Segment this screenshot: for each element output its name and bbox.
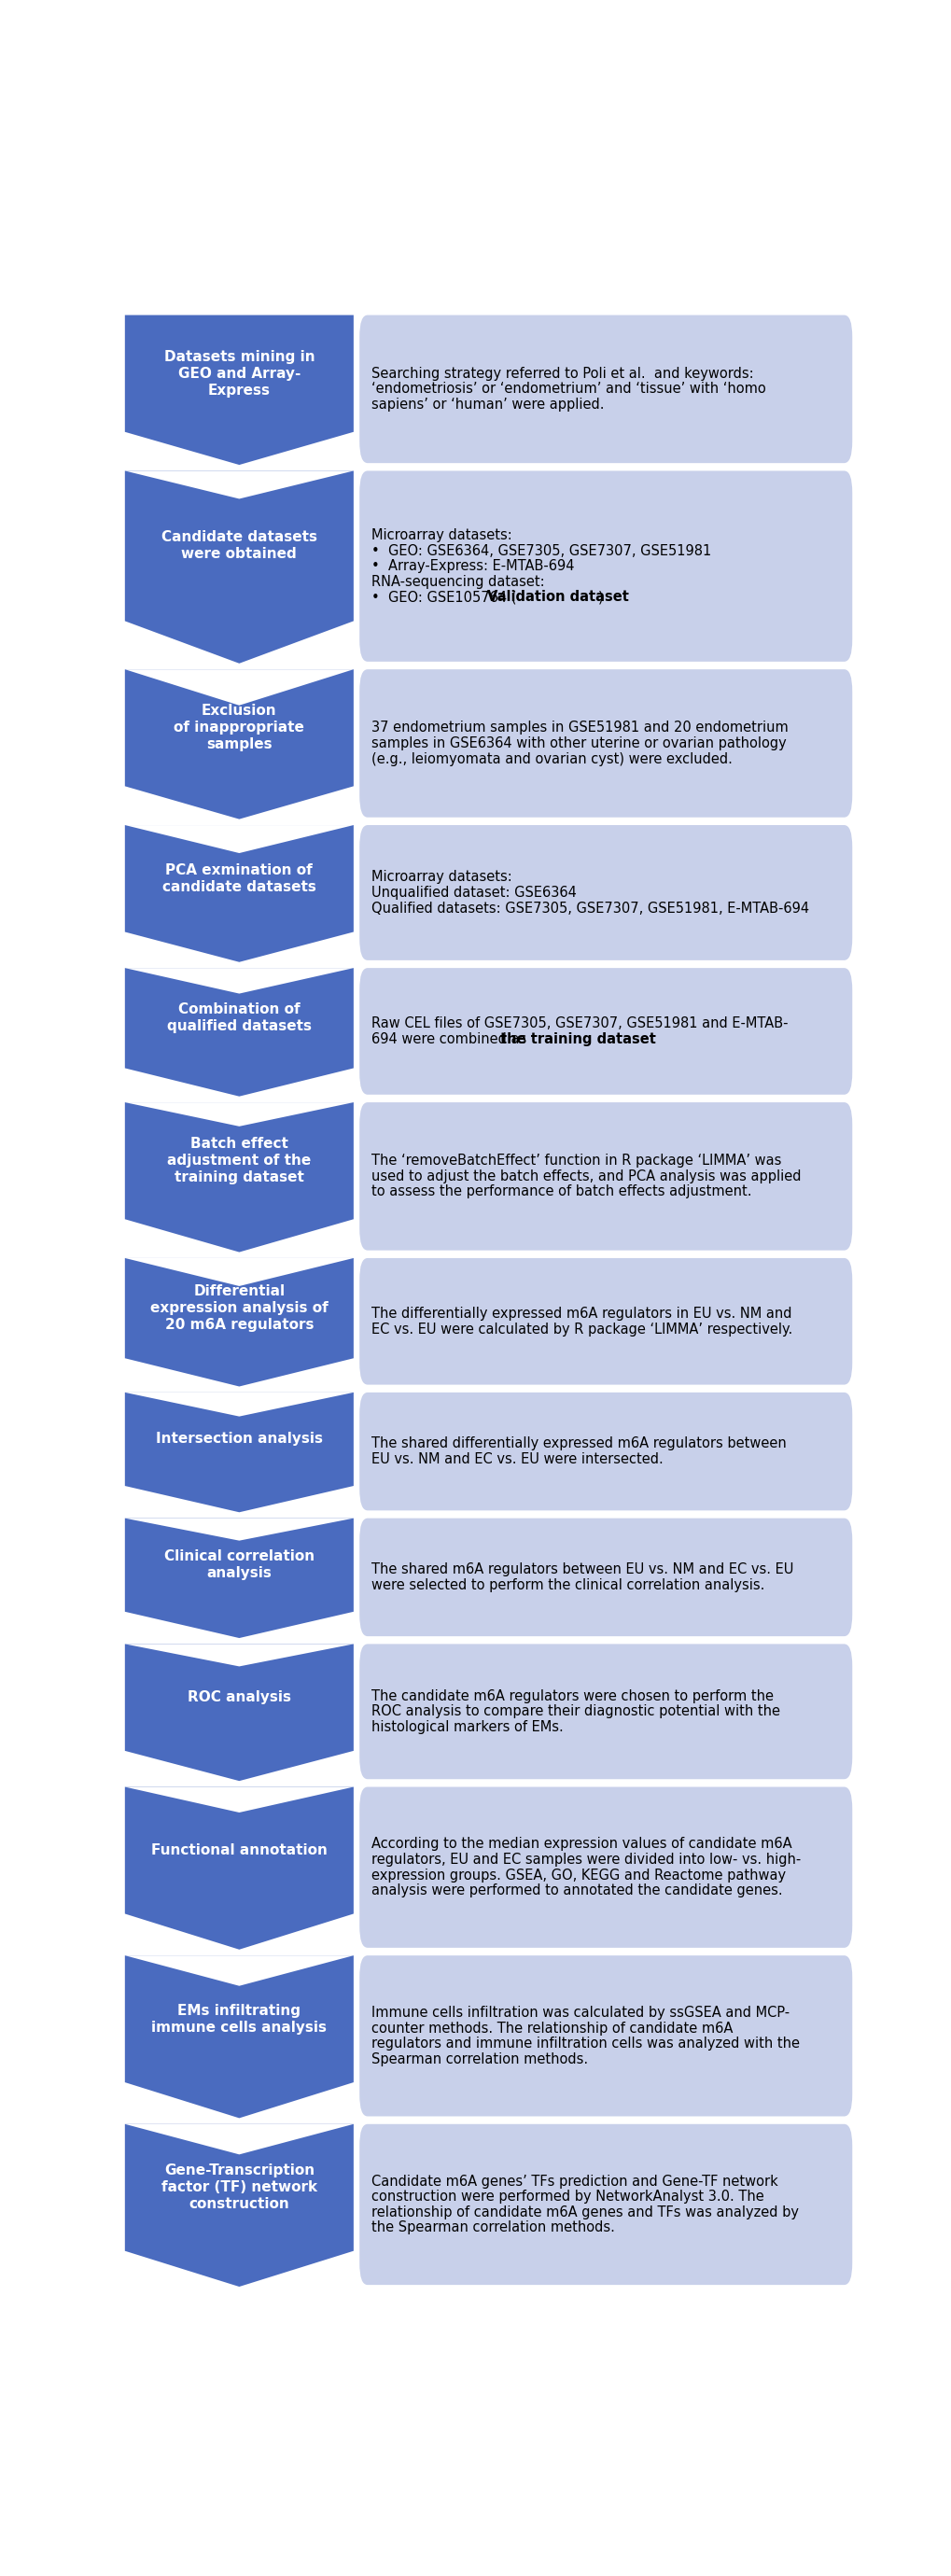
- Polygon shape: [125, 1788, 353, 1814]
- Text: Differential
expression analysis of
20 m6A regulators: Differential expression analysis of 20 m…: [150, 1285, 328, 1332]
- Text: histological markers of EMs.: histological markers of EMs.: [371, 1721, 563, 1734]
- FancyBboxPatch shape: [359, 1394, 851, 1510]
- Text: Microarray datasets:: Microarray datasets:: [371, 528, 512, 541]
- Text: samples in GSE6364 with other uterine or ovarian pathology: samples in GSE6364 with other uterine or…: [371, 737, 786, 750]
- Text: Candidate m6A genes’ TFs prediction and Gene-TF network: Candidate m6A genes’ TFs prediction and …: [371, 2174, 777, 2187]
- FancyBboxPatch shape: [359, 314, 851, 464]
- FancyBboxPatch shape: [359, 1103, 851, 1249]
- Text: The shared m6A regulators between EU vs. NM and EC vs. EU: The shared m6A regulators between EU vs.…: [371, 1564, 793, 1577]
- Text: EU vs. NM and EC vs. EU were intersected.: EU vs. NM and EC vs. EU were intersected…: [371, 1453, 663, 1466]
- Text: ‘endometriosis’ or ‘endometrium’ and ‘tissue’ with ‘homo: ‘endometriosis’ or ‘endometrium’ and ‘ti…: [371, 381, 766, 397]
- Text: relationship of candidate m6A genes and TFs was analyzed by: relationship of candidate m6A genes and …: [371, 2205, 798, 2221]
- Text: Clinical correlation
analysis: Clinical correlation analysis: [164, 1551, 314, 1579]
- Polygon shape: [125, 824, 353, 961]
- Text: to assess the performance of batch effects adjustment.: to assess the performance of batch effec…: [371, 1185, 751, 1198]
- Polygon shape: [125, 1643, 353, 1780]
- Polygon shape: [125, 314, 353, 464]
- Text: ROC analysis: ROC analysis: [187, 1690, 291, 1705]
- Polygon shape: [125, 1955, 353, 1986]
- Text: Exclusion
of inappropriate
samples: Exclusion of inappropriate samples: [174, 703, 304, 752]
- Polygon shape: [125, 1103, 353, 1252]
- Polygon shape: [125, 2125, 353, 2154]
- Text: •  Array-Express: E-MTAB-694: • Array-Express: E-MTAB-694: [371, 559, 573, 574]
- Text: The differentially expressed m6A regulators in EU vs. NM and: The differentially expressed m6A regulat…: [371, 1306, 791, 1321]
- Polygon shape: [125, 1257, 353, 1386]
- FancyBboxPatch shape: [359, 471, 851, 662]
- Text: The ‘removeBatchEffect’ function in R package ‘LIMMA’ was: The ‘removeBatchEffect’ function in R pa…: [371, 1154, 781, 1167]
- FancyBboxPatch shape: [359, 2125, 851, 2285]
- Text: Datasets mining in
GEO and Array-
Express: Datasets mining in GEO and Array- Expres…: [164, 350, 315, 397]
- Text: Combination of
qualified datasets: Combination of qualified datasets: [166, 1002, 311, 1033]
- Polygon shape: [125, 471, 353, 665]
- Text: counter methods. The relationship of candidate m6A: counter methods. The relationship of can…: [371, 2022, 732, 2035]
- Text: Microarray datasets:: Microarray datasets:: [371, 871, 512, 884]
- Polygon shape: [125, 1955, 353, 2117]
- Text: EMs infiltrating
immune cells analysis: EMs infiltrating immune cells analysis: [151, 2004, 326, 2035]
- Text: Qualified datasets: GSE7305, GSE7307, GSE51981, E-MTAB-694: Qualified datasets: GSE7305, GSE7307, GS…: [371, 902, 808, 914]
- FancyBboxPatch shape: [359, 1517, 851, 1636]
- Text: construction were performed by NetworkAnalyst 3.0. The: construction were performed by NetworkAn…: [371, 2190, 764, 2202]
- Text: 694 were combined as: 694 were combined as: [371, 1033, 531, 1046]
- Text: Gene-Transcription
factor (TF) network
construction: Gene-Transcription factor (TF) network c…: [161, 2164, 317, 2210]
- Text: The shared differentially expressed m6A regulators between: The shared differentially expressed m6A …: [371, 1437, 786, 1450]
- FancyBboxPatch shape: [359, 824, 851, 961]
- Text: the training dataset: the training dataset: [499, 1033, 655, 1046]
- Text: were selected to perform the clinical correlation analysis.: were selected to perform the clinical co…: [371, 1579, 764, 1592]
- Polygon shape: [125, 1517, 353, 1540]
- FancyBboxPatch shape: [359, 1257, 851, 1386]
- Text: Unqualified dataset: GSE6364: Unqualified dataset: GSE6364: [371, 886, 576, 899]
- Text: ROC analysis to compare their diagnostic potential with the: ROC analysis to compare their diagnostic…: [371, 1705, 779, 1718]
- Text: analysis were performed to annotated the candidate genes.: analysis were performed to annotated the…: [371, 1883, 782, 1899]
- Text: ): ): [597, 590, 602, 605]
- Text: regulators, EU and EC samples were divided into low- vs. high-: regulators, EU and EC samples were divid…: [371, 1852, 800, 1868]
- Polygon shape: [125, 1788, 353, 1950]
- Text: EC vs. EU were calculated by R package ‘LIMMA’ respectively.: EC vs. EU were calculated by R package ‘…: [371, 1321, 791, 1337]
- Text: Functional annotation: Functional annotation: [151, 1844, 327, 1857]
- Text: regulators and immune infiltration cells was analyzed with the: regulators and immune infiltration cells…: [371, 2038, 799, 2050]
- Text: Intersection analysis: Intersection analysis: [156, 1432, 322, 1445]
- Text: (e.g., leiomyomata and ovarian cyst) were excluded.: (e.g., leiomyomata and ovarian cyst) wer…: [371, 752, 731, 765]
- FancyBboxPatch shape: [359, 1955, 851, 2117]
- Text: •  GEO: GSE6364, GSE7305, GSE7307, GSE51981: • GEO: GSE6364, GSE7305, GSE7307, GSE519…: [371, 544, 710, 556]
- Polygon shape: [125, 969, 353, 1097]
- Text: the Spearman correlation methods.: the Spearman correlation methods.: [371, 2221, 614, 2236]
- FancyBboxPatch shape: [359, 670, 851, 817]
- Polygon shape: [125, 2125, 353, 2287]
- Polygon shape: [125, 969, 353, 994]
- Polygon shape: [125, 670, 353, 706]
- FancyBboxPatch shape: [359, 1643, 851, 1780]
- Text: Searching strategy referred to Poli et al.  and keywords:: Searching strategy referred to Poli et a…: [371, 366, 753, 381]
- Polygon shape: [125, 1643, 353, 1667]
- FancyBboxPatch shape: [359, 1788, 851, 1947]
- Polygon shape: [125, 670, 353, 819]
- Text: expression groups. GSEA, GO, KEGG and Reactome pathway: expression groups. GSEA, GO, KEGG and Re…: [371, 1868, 785, 1883]
- Text: 37 endometrium samples in GSE51981 and 20 endometrium: 37 endometrium samples in GSE51981 and 2…: [371, 721, 787, 734]
- Text: Batch effect
adjustment of the
training dataset: Batch effect adjustment of the training …: [167, 1136, 311, 1185]
- Text: •  GEO: GSE105764 (: • GEO: GSE105764 (: [371, 590, 516, 605]
- Text: According to the median expression values of candidate m6A: According to the median expression value…: [371, 1837, 791, 1852]
- Text: RNA-sequencing dataset:: RNA-sequencing dataset:: [371, 574, 544, 590]
- FancyBboxPatch shape: [359, 969, 851, 1095]
- Text: Spearman correlation methods.: Spearman correlation methods.: [371, 2053, 588, 2066]
- Text: sapiens’ or ‘human’ were applied.: sapiens’ or ‘human’ were applied.: [371, 397, 604, 412]
- Text: Raw CEL files of GSE7305, GSE7307, GSE51981 and E-MTAB-: Raw CEL files of GSE7305, GSE7307, GSE51…: [371, 1018, 787, 1030]
- Text: Validation dataset: Validation dataset: [487, 590, 629, 605]
- Text: PCA exmination of
candidate datasets: PCA exmination of candidate datasets: [163, 863, 316, 894]
- Polygon shape: [125, 1257, 353, 1285]
- Polygon shape: [125, 471, 353, 500]
- Polygon shape: [125, 1517, 353, 1638]
- Polygon shape: [125, 1394, 353, 1512]
- Text: Immune cells infiltration was calculated by ssGSEA and MCP-: Immune cells infiltration was calculated…: [371, 2007, 788, 2020]
- Text: The candidate m6A regulators were chosen to perform the: The candidate m6A regulators were chosen…: [371, 1690, 773, 1703]
- Text: used to adjust the batch effects, and PCA analysis was applied: used to adjust the batch effects, and PC…: [371, 1170, 801, 1182]
- Text: Candidate datasets
were obtained: Candidate datasets were obtained: [161, 531, 317, 562]
- Polygon shape: [125, 824, 353, 853]
- Polygon shape: [125, 1103, 353, 1126]
- Polygon shape: [125, 1394, 353, 1417]
